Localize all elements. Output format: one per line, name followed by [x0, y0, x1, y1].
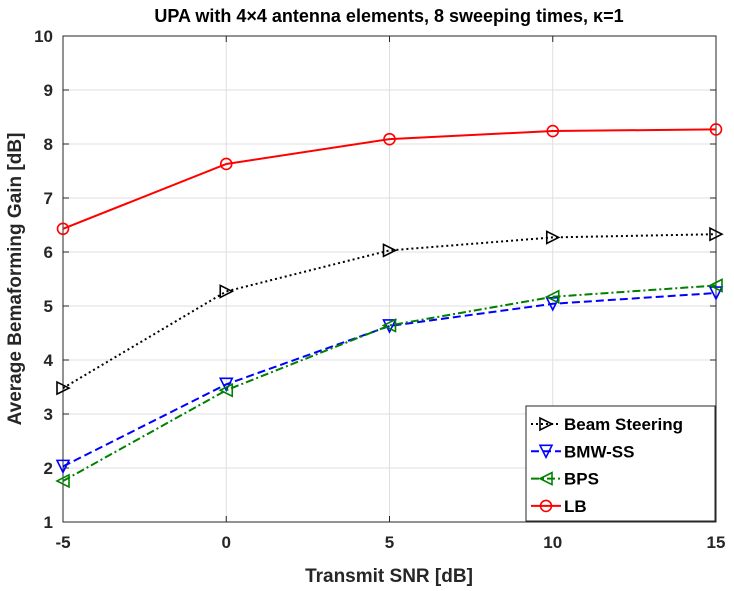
y-axis-title: Average Bemaforming Gain [dB] — [5, 133, 26, 426]
y-tick-label: 4 — [44, 351, 54, 370]
series-line — [62, 128, 717, 230]
legend-marker — [539, 499, 553, 513]
legend-marker — [539, 416, 554, 432]
y-tick-label: 3 — [44, 405, 53, 424]
series-line — [62, 292, 717, 468]
data-point — [218, 377, 234, 393]
y-tick-label: 8 — [44, 135, 53, 154]
series-line — [62, 233, 717, 389]
data-point — [381, 318, 397, 333]
data-point — [709, 226, 724, 242]
series-bmw-ss — [55, 286, 724, 475]
series-group — [55, 123, 724, 489]
legend-label: LB — [564, 497, 587, 516]
y-tick-label: 6 — [44, 243, 53, 262]
legend-label: Beam Steering — [564, 415, 683, 434]
data-point — [56, 380, 71, 396]
data-point — [545, 297, 561, 312]
legend-label: BMW-SS — [564, 442, 634, 461]
data-point — [383, 132, 396, 146]
x-tick-label: 0 — [222, 533, 231, 552]
data-point — [545, 230, 561, 245]
x-tick-label: 10 — [543, 533, 562, 552]
x-tick-label: 15 — [707, 533, 726, 552]
data-point — [382, 243, 398, 258]
series-line — [62, 284, 717, 482]
y-tick-label: 1 — [44, 513, 53, 532]
ticks: -5 0 5 10 15 1 2 3 4 5 6 7 8 9 10 — [34, 27, 725, 552]
data-point — [708, 286, 724, 301]
series-beam-steering — [56, 226, 724, 396]
data-point — [708, 278, 723, 293]
data-point — [218, 382, 234, 398]
legend-label: BPS — [564, 470, 599, 489]
y-tick-label: 10 — [34, 27, 53, 46]
legend: Beam Steering BMW-SS BPS LB — [525, 405, 716, 522]
data-point — [55, 459, 71, 475]
data-point — [546, 124, 560, 138]
legend-marker — [538, 471, 553, 486]
data-point — [709, 123, 723, 136]
x-tick-label: 5 — [385, 533, 394, 552]
x-tick-label: -5 — [55, 533, 70, 552]
legend-box — [525, 405, 716, 522]
data-point — [219, 157, 233, 171]
series-lb — [56, 123, 723, 236]
data-point — [56, 222, 70, 236]
y-tick-label: 7 — [44, 189, 53, 208]
x-axis-title: Transmit SNR [dB] — [305, 566, 473, 587]
chart-title: UPA with 4×4 antenna elements, 8 sweepin… — [154, 6, 623, 26]
data-point — [219, 284, 235, 299]
series-bps — [55, 278, 723, 489]
data-point — [544, 289, 560, 305]
legend-marker — [538, 444, 554, 460]
y-tick-label: 2 — [44, 459, 53, 478]
y-tick-label: 9 — [44, 81, 53, 100]
y-tick-label: 5 — [44, 297, 53, 316]
data-point — [55, 473, 70, 489]
